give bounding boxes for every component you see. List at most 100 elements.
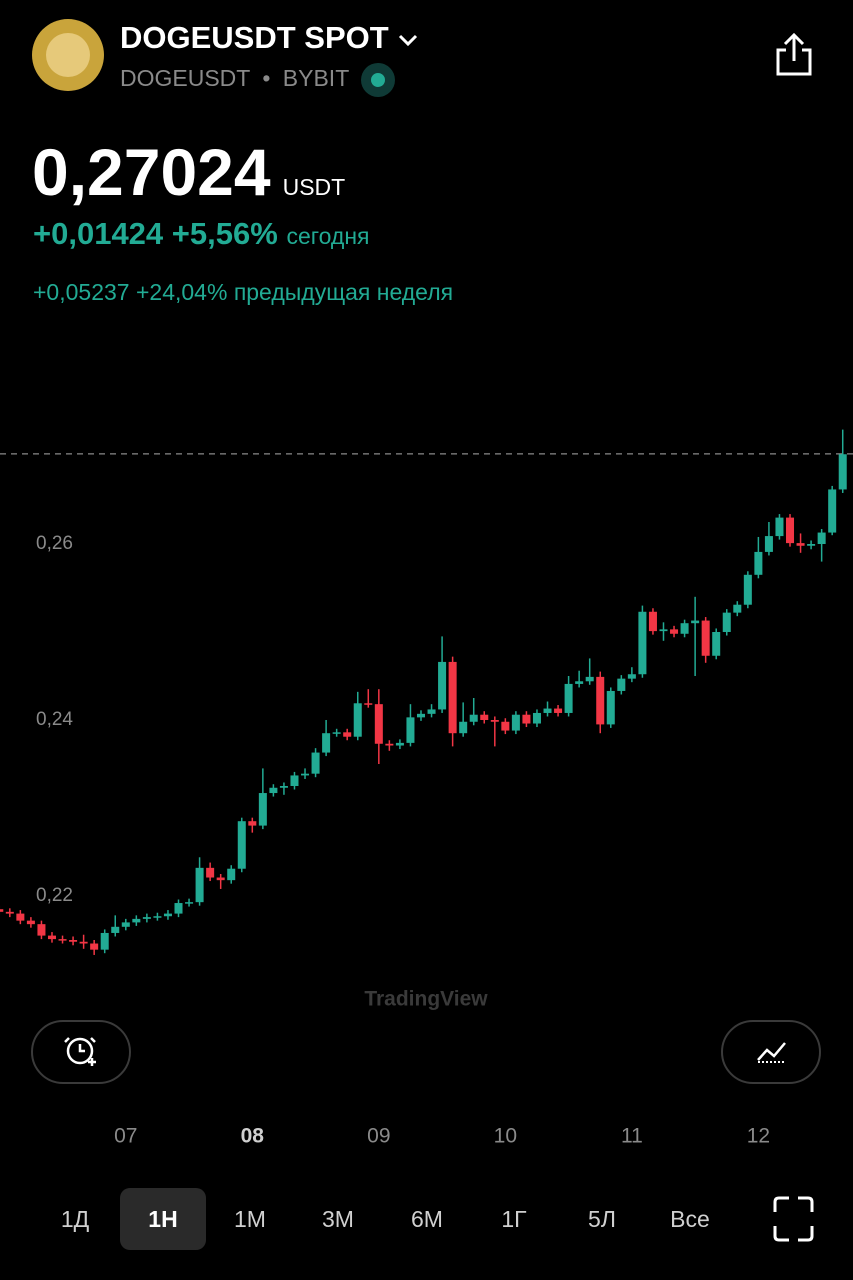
symbol: DOGEUSDT [120,65,250,92]
price-row: 0,27024 USDT [32,134,345,225]
candle-body [764,536,773,552]
candle-body [301,773,310,776]
x-tick-label: 10 [494,1125,517,1148]
candle-body [701,620,710,656]
candle-body [427,709,436,714]
candle-body [680,623,689,634]
change-pct: +5,56% [171,216,278,251]
candle-body [343,732,352,737]
candle-body [438,661,447,710]
title: DOGEUSDT SPOT [120,20,389,55]
candle-body [796,543,805,546]
week-label: предыдущая неделя [233,279,454,305]
candle-body [311,752,320,774]
candle-body [691,620,700,624]
candle-body [364,703,373,705]
candle-body [469,714,478,722]
candle-body [353,703,362,737]
coin-logo [32,19,104,91]
candle-body [448,661,457,734]
range-button[interactable]: 5Л [588,1206,616,1232]
candle-body [216,877,225,881]
candle-body [100,932,109,950]
candle-body [290,775,299,786]
candle-body [121,922,130,927]
candle-body [142,917,151,919]
fullscreen-icon[interactable] [773,1196,814,1242]
change-label: сегодня [286,223,370,249]
week-value: +0,05237 [33,279,130,305]
candle-body [775,517,784,537]
indicators-button[interactable] [721,1020,821,1084]
candle-body [206,867,215,878]
candle-body [838,454,847,490]
status-indicator [361,63,396,97]
candle-body [786,517,795,544]
candle-body [511,714,520,731]
candle-body [554,708,563,713]
range-bar: 1Д 1Н 1М 3М 6М 1Г 5Л Все [0,1188,853,1250]
candle-body [596,676,605,725]
x-tick-label: 08 [241,1125,265,1148]
candle-body [532,712,541,724]
exchange: BYBIT [282,65,349,92]
candle-body [828,489,837,533]
candle-body [522,714,531,724]
candle-body [248,821,257,826]
range-button[interactable]: 1М [234,1206,266,1232]
candle-body [712,632,721,656]
candle-body [670,629,679,634]
range-button[interactable]: 1Д [60,1206,90,1232]
coin-logo-inner [46,33,90,77]
alarm-icon-detail [64,1037,96,1066]
candle-body [733,604,742,613]
candle-body [501,721,510,731]
range-button[interactable]: 3М [322,1206,354,1232]
x-tick-label: 07 [114,1125,137,1148]
candle-body [279,786,288,788]
candle-body [132,918,141,923]
candle-body [543,708,552,713]
candle-body [37,924,46,936]
candle-body [0,909,4,912]
range-button[interactable]: Все [670,1206,710,1232]
candle-body [332,732,341,734]
alarm-button[interactable] [31,1020,131,1084]
candle-body [79,941,88,944]
candle-body [322,733,331,753]
candle-body [490,720,499,722]
candle-body [754,551,763,575]
y-tick-label: 0,26 [36,533,73,554]
range-button[interactable]: 6М [411,1206,443,1232]
candle-body [269,787,278,794]
candle-body [585,676,594,682]
candle-body [807,544,816,546]
alarm-icon [66,1037,94,1065]
candle-body [817,532,826,544]
candle-body [58,939,67,941]
week-pct: +24,04% [135,279,228,305]
candle-body [575,681,584,684]
change-today: +0,01424 +5,56% сегодня [33,216,369,252]
dropdown-chevron[interactable] [397,33,419,47]
candle-body [406,717,415,743]
range-button[interactable]: 1Н [120,1188,206,1250]
candle-body [416,713,426,718]
price: 0,27024 [32,135,271,209]
candle-body [47,935,56,940]
change-value: +0,01424 [33,216,164,251]
range-button[interactable]: 1Г [501,1206,527,1232]
y-tick-label: 0,24 [36,709,73,730]
change-week: +0,05237 +24,04% предыдущая неделя [33,279,453,306]
fullscreen-button[interactable] [773,1196,814,1242]
share-button[interactable] [774,32,814,78]
symbol-title[interactable]: DOGEUSDT SPOT [120,20,419,56]
candle-body [722,612,731,632]
candle-body [163,913,172,917]
candle-body [385,743,394,746]
candle-body [617,678,626,691]
x-tick-label: 12 [747,1125,770,1148]
candle-body [16,913,25,921]
x-tick-label: 09 [367,1125,390,1148]
